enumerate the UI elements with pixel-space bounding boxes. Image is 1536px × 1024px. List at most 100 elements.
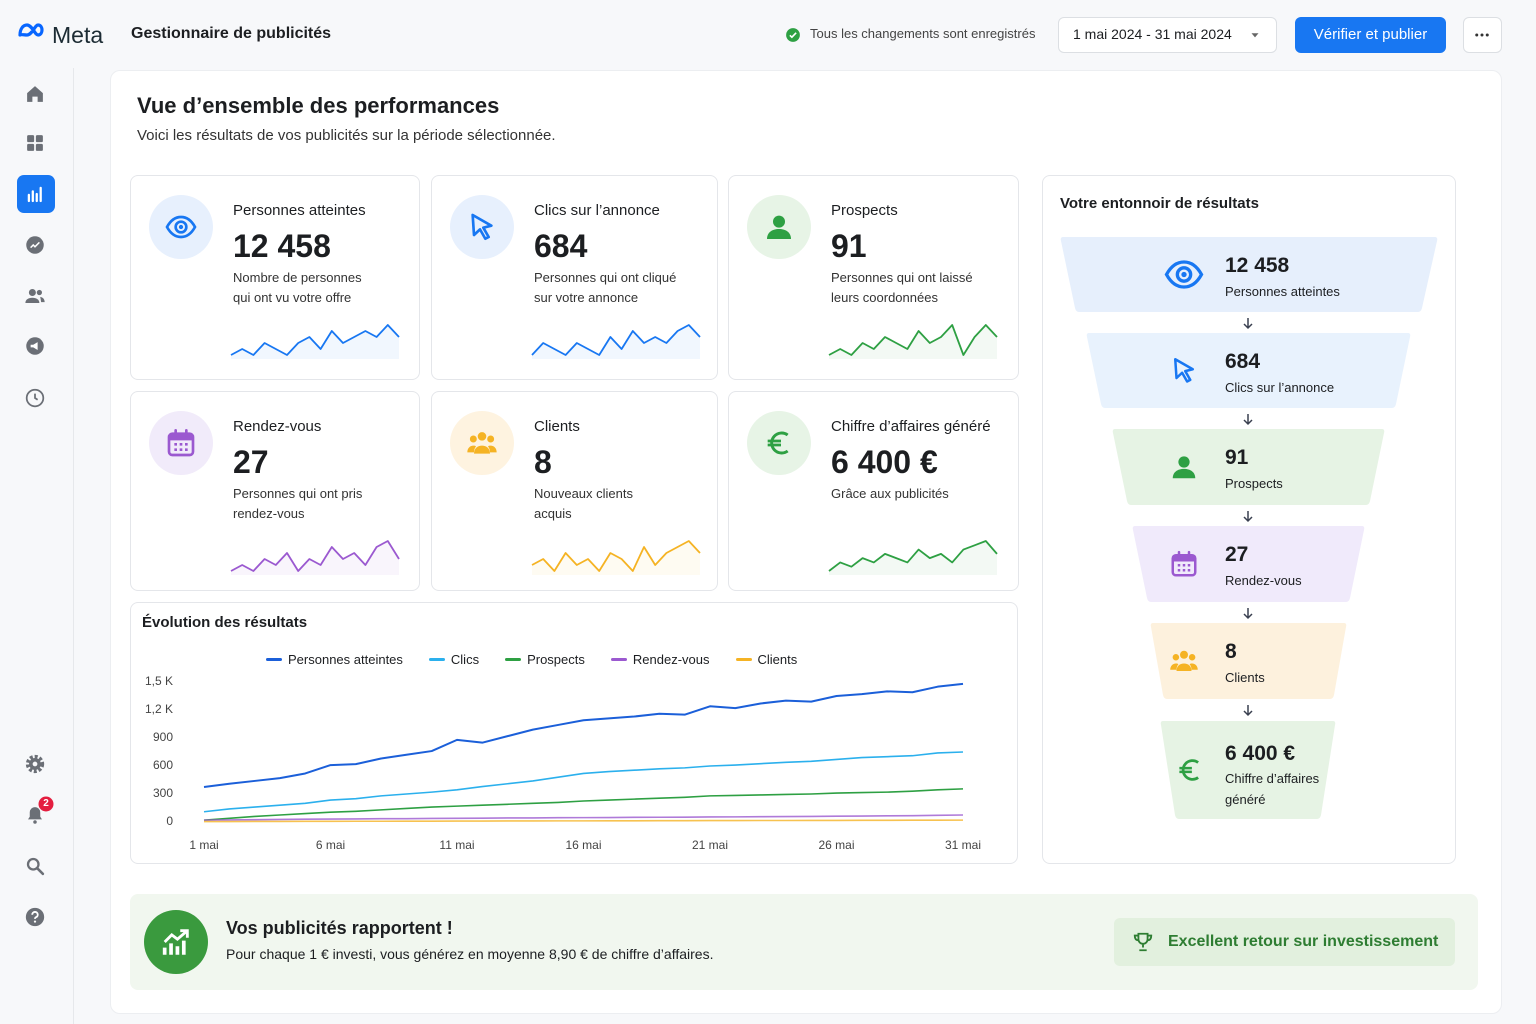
icon-part — [35, 135, 43, 143]
kpi-icon — [165, 215, 197, 239]
legend-item: Prospects — [505, 652, 585, 667]
chart-title: Évolution des résultats — [142, 614, 308, 631]
kpi-icon — [467, 432, 497, 454]
sparkline — [230, 324, 400, 356]
kpi-value: 684 — [534, 228, 588, 264]
icon-part — [27, 86, 43, 102]
icon-part — [767, 229, 791, 239]
icon-part — [33, 920, 37, 923]
legend: Personnes atteintes Clics Prospects Rendez-… — [266, 652, 797, 667]
icon-part — [40, 296, 45, 303]
icon-part — [1177, 564, 1191, 572]
publish-button[interactable] — [1295, 17, 1446, 53]
meta-logo — [18, 23, 44, 37]
legend-swatch — [428, 658, 445, 661]
kpi-label: Clients — [534, 418, 580, 435]
icon-part — [26, 236, 44, 254]
roi-badge-label: Excellent retour sur investissement — [1168, 933, 1439, 950]
x-tick-label: 31 mai — [944, 838, 982, 852]
kpi-label: Prospects — [831, 202, 898, 219]
icon-part — [34, 393, 39, 401]
sparkline-area — [829, 541, 997, 575]
icon-part — [789, 32, 797, 39]
kpi-description: Nombre de personnes — [233, 270, 362, 285]
notification-badge — [38, 796, 54, 812]
sidebar-divider — [73, 68, 74, 1024]
icon-part — [28, 289, 36, 296]
funnel-arrow — [1243, 318, 1253, 330]
kpi-value: 27 — [233, 444, 269, 480]
x-tick-label: 26 mai — [818, 838, 855, 852]
date-range-box[interactable] — [1058, 17, 1277, 53]
sidebar-icon — [26, 337, 44, 355]
funnel-value: 8 — [1225, 640, 1237, 663]
icon-part — [30, 241, 40, 249]
legend-item: Clients — [735, 652, 797, 667]
kpi-description: qui ont vu votre offre — [233, 290, 352, 305]
funnel-label: Clients — [1225, 670, 1265, 685]
y-tick-label: 900 — [152, 730, 173, 744]
sidebar-icon — [25, 907, 45, 927]
publish-label[interactable]: Vérifier et publier — [1313, 26, 1428, 43]
icon-part — [174, 220, 188, 234]
series-line — [204, 819, 964, 823]
sidebar-icon — [25, 754, 45, 774]
funnel-label: Prospects — [1225, 476, 1283, 491]
more-icon — [1475, 33, 1489, 37]
icon-part — [1179, 766, 1192, 774]
roi-icon-bg — [144, 910, 208, 974]
kpi-description: rendez-vous — [233, 506, 305, 521]
icon-part — [1181, 271, 1187, 278]
funnel-arrow — [1243, 608, 1253, 620]
brand: Meta — [52, 22, 104, 48]
kpi-label: Personnes atteintes — [233, 202, 366, 219]
funnel-icon — [1179, 759, 1199, 781]
funnel-step — [1160, 721, 1336, 819]
funnel-icon — [1170, 650, 1198, 671]
legend-swatch — [266, 658, 282, 661]
x-tick-label: 21 mai — [691, 838, 729, 852]
icon-part — [1175, 266, 1193, 283]
kpi-icon — [767, 215, 791, 239]
icon-part — [167, 432, 195, 457]
kpi-label: Chiffre d’affaires généré — [831, 418, 991, 435]
legend-item: Clics — [428, 652, 479, 667]
legend-label: Personnes atteintes — [288, 652, 403, 667]
icon-part — [1176, 663, 1192, 671]
roi-text: Pour chaque 1 € investi, vous générez en… — [226, 946, 714, 962]
sidebar-icon — [27, 186, 42, 203]
icon-part — [27, 186, 42, 203]
roi-badge — [1114, 918, 1455, 966]
save-status: Tous les changements sont enregistrés — [810, 26, 1036, 41]
kpi-icon-bg — [747, 411, 811, 475]
dropdown-caret — [1251, 33, 1259, 38]
date-range[interactable]: 1 mai 2024 - 31 mai 2024 — [1073, 26, 1232, 42]
y-tick-label: 1,5 K — [144, 674, 173, 688]
x-tick-label: 1 mai — [189, 838, 219, 852]
icon-part — [27, 135, 35, 143]
icon-part — [26, 857, 40, 871]
legend-label: Rendez-vous — [632, 652, 710, 667]
status-icon — [786, 28, 800, 42]
legend-swatch — [505, 658, 522, 661]
legend-item: Rendez-vous — [610, 652, 710, 667]
funnel-label: Rendez-vous — [1225, 573, 1302, 588]
legend-swatch — [735, 658, 752, 661]
kpi-description: Personnes qui ont laissé — [831, 270, 973, 285]
icon-part — [1171, 554, 1197, 577]
icon-part — [487, 435, 495, 443]
icon-part — [31, 911, 39, 919]
sidebar-icon — [26, 857, 45, 876]
y-tick-label: 300 — [152, 786, 173, 800]
y-tick-label: 600 — [152, 758, 173, 772]
legend-label: Prospects — [527, 652, 585, 667]
icon-part — [174, 429, 188, 437]
sparkline — [828, 324, 998, 356]
icon-part — [25, 388, 45, 408]
icon-part — [773, 215, 785, 228]
kpi-icon — [471, 213, 493, 241]
series-line — [203, 682, 964, 788]
